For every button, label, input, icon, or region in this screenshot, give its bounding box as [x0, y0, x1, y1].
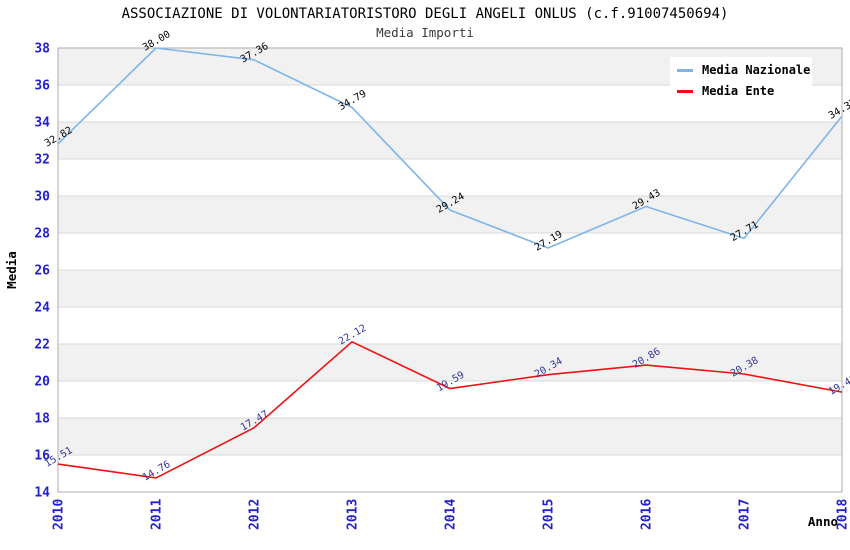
chart-legend: Media Nazionale Media Ente [670, 57, 812, 105]
y-tick-label: 16 [34, 449, 50, 464]
x-tick-label: 2010 [52, 499, 67, 530]
grid-band [58, 344, 842, 381]
x-tick-label: 2013 [346, 499, 361, 530]
x-axis-title: Anno [808, 514, 838, 529]
y-tick-label: 24 [34, 301, 50, 316]
chart-title: ASSOCIAZIONE DI VOLONTARIATORISTORO DEGL… [121, 6, 729, 22]
x-tick-label: 2011 [150, 499, 165, 530]
legend-item-media-ente: Media Ente [677, 85, 806, 98]
y-tick-label: 28 [34, 227, 50, 242]
y-tick-label: 18 [34, 412, 50, 427]
y-tick-label: 32 [34, 153, 50, 168]
grid-band [58, 159, 842, 196]
x-tick-label: 2015 [542, 499, 557, 530]
y-tick-label: 22 [34, 338, 50, 353]
legend-label-media-nazionale: Media Nazionale [702, 63, 811, 77]
y-tick-label: 30 [34, 190, 50, 205]
grid-band [58, 381, 842, 418]
x-tick-label: 2017 [738, 499, 753, 530]
grid-band [58, 307, 842, 344]
legend-item-media-nazionale: Media Nazionale [677, 64, 810, 77]
chart-subtitle: Media Importi [376, 25, 474, 40]
series-line-media-nazionale [57, 47, 843, 249]
y-axis-title: Media [4, 251, 19, 289]
grid-band [58, 418, 842, 455]
plot-border [57, 47, 843, 493]
grid-band [58, 455, 842, 492]
grid-band [58, 270, 842, 307]
media-nazionale-line-swatch-icon [677, 69, 693, 72]
grid-band [58, 233, 842, 270]
y-tick-label: 34 [34, 116, 50, 131]
grid-band [58, 122, 842, 159]
y-tick-label: 20 [34, 375, 50, 390]
y-tick-label: 36 [34, 79, 50, 94]
grid-band [58, 196, 842, 233]
y-tick-label: 14 [34, 486, 50, 501]
x-tick-label: 2016 [640, 499, 655, 530]
series-line-media-ente [57, 340, 843, 479]
x-tick-label: 2014 [444, 499, 459, 530]
x-tick-label: 2012 [248, 499, 263, 530]
media-ente-line-swatch-icon [677, 90, 693, 93]
x-tick-label: 2018 [836, 499, 850, 530]
legend-label-media-ente: Media Ente [702, 84, 775, 98]
y-tick-label: 38 [34, 42, 50, 57]
y-tick-label: 26 [34, 264, 50, 279]
